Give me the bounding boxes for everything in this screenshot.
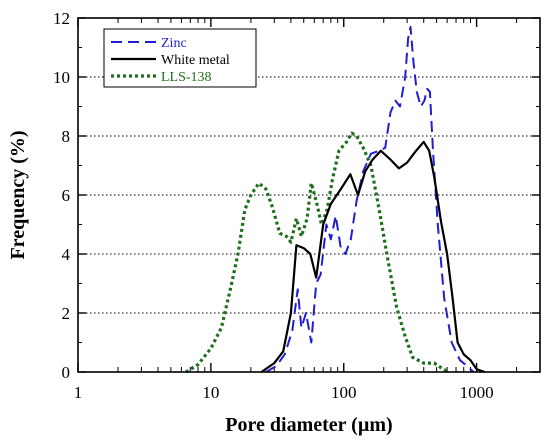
series-layer (185, 25, 486, 374)
y-tick-label: 12 (53, 9, 70, 28)
legend-label: White metal (161, 53, 230, 68)
x-axis-ticks: 1 10 100 1000 (74, 18, 541, 402)
y-tick-label: 10 (53, 68, 70, 87)
series-line-zinc (265, 25, 475, 373)
series-line-white-metal (260, 140, 486, 374)
x-tick-label: 1000 (460, 383, 494, 402)
legend-label: LLS-138 (161, 70, 212, 85)
x-tick-label: 100 (331, 383, 357, 402)
series-line-lls-138 (185, 131, 450, 374)
y-tick-label: 4 (62, 245, 71, 264)
y-tick-label: 2 (62, 304, 71, 323)
y-axis-ticks: 0 2 4 6 8 10 12 (53, 9, 540, 382)
x-axis-title: Pore diameter (µm) (225, 414, 392, 436)
x-tick-label: 10 (202, 383, 219, 402)
legend-label: Zinc (161, 36, 187, 51)
y-tick-label: 8 (62, 127, 71, 146)
y-axis-title: Frequency (%) (7, 130, 29, 259)
plot-frame (77, 17, 541, 373)
x-tick-label: 1 (74, 383, 83, 402)
legend: Zinc White metal LLS-138 (103, 28, 257, 88)
y-tick-label: 0 (62, 363, 71, 382)
y-tick-label: 6 (62, 186, 71, 205)
